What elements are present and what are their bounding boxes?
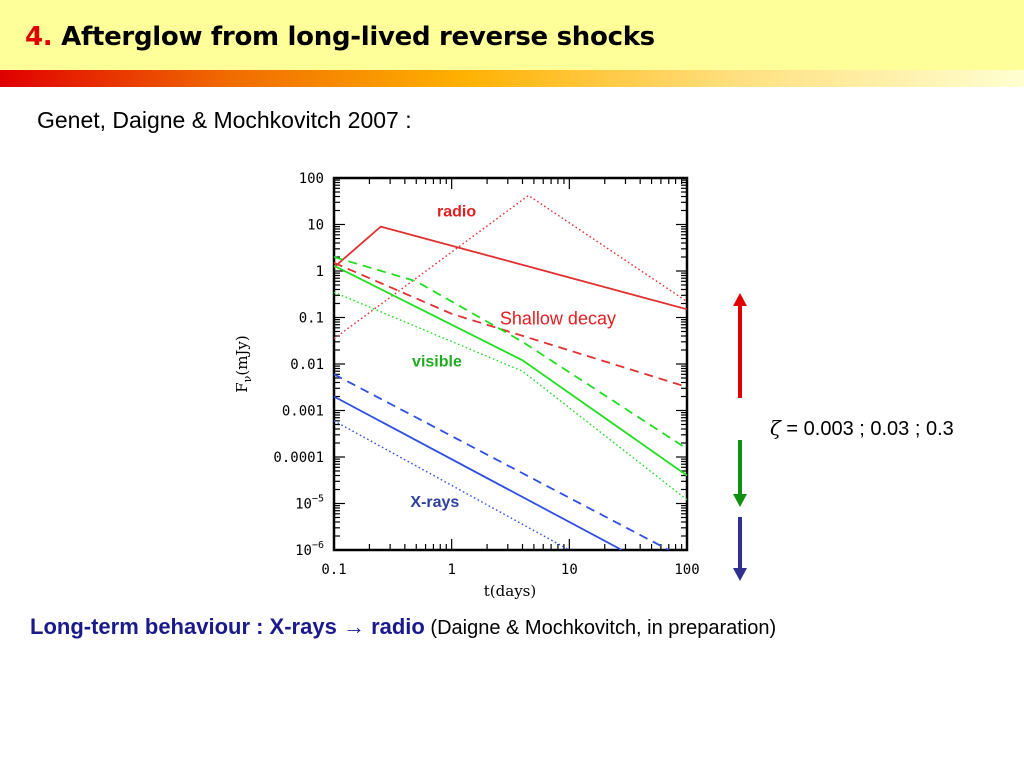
arrow-up-1	[733, 293, 747, 398]
annotation-radio: radio	[437, 203, 476, 220]
series-radio-dotted	[334, 194, 687, 340]
y-axis-label: Fν(mJy)	[233, 335, 254, 393]
series-group	[334, 194, 687, 550]
series-x-rays-dashed	[334, 373, 670, 550]
series-visible-solid	[334, 264, 687, 477]
annotation-x-rays: X-rays	[410, 494, 459, 511]
y-tick-label: 0.001	[282, 404, 324, 420]
annotations: radio Shallow decay visible X-rays	[410, 203, 616, 510]
caption-normal: (Daigne & Mochkovitch, in preparation)	[424, 617, 777, 639]
series-radio-dashed	[334, 261, 687, 388]
zeta-text: = 0.003 ; 0.03 ; 0.3	[780, 418, 954, 440]
y-tick-label: 10−5	[295, 494, 324, 513]
x-tick-label: 100	[674, 562, 699, 578]
caption-arrow: →	[342, 614, 365, 639]
y-tick-label: 0.0001	[273, 450, 324, 466]
annotation-shallow-decay: Shallow decay	[500, 309, 616, 329]
y-axis-label-unit: (mJy)	[233, 335, 251, 375]
zeta-values: ζ = 0.003 ; 0.03 ; 0.3	[770, 416, 954, 441]
zeta-symbol: ζ	[770, 416, 781, 440]
axis-ticks	[333, 178, 687, 551]
slide-title: 4. Afterglow from long-lived reverse sho…	[25, 22, 655, 52]
y-tick-label: 0.1	[299, 311, 324, 327]
caption-bold-1: Long-term behaviour : X-rays	[30, 614, 343, 639]
caption-bold-2: radio	[364, 614, 425, 639]
title-text: Afterglow from long-lived reverse shocks	[61, 22, 655, 52]
series-x-rays-dotted	[334, 420, 570, 550]
x-tick-label: 1	[447, 562, 455, 578]
x-tick-label: 10	[561, 562, 578, 578]
x-tick-label: 0.1	[321, 562, 346, 578]
series-visible-dashed	[334, 256, 687, 450]
title-number: 4.	[25, 22, 53, 52]
series-visible-dotted	[334, 291, 687, 501]
caption: Long-term behaviour : X-rays → radio (Da…	[30, 614, 776, 640]
x-axis-label: t(days)	[484, 582, 536, 600]
tick-labels: 0.1 1 10 100 100 10 1 0.1 0.01 0.001 0.0001 10−5 10−…	[273, 171, 699, 578]
series-x-rays-solid	[334, 395, 623, 550]
y-tick-label: 0.01	[290, 357, 324, 373]
y-tick-label: 100	[299, 171, 324, 187]
plot-frame	[332, 176, 689, 552]
series-radio-solid	[334, 225, 687, 311]
y-tick-label: 10−6	[295, 540, 324, 559]
citation: Genet, Daigne & Mochkovitch 2007 :	[37, 107, 412, 133]
title-band	[0, 0, 1024, 70]
zeta-arrows	[733, 293, 747, 581]
y-axis-label-sub: ν	[241, 375, 254, 382]
arrow-down-3	[733, 517, 747, 581]
title-rule	[0, 70, 1024, 87]
y-axis-label-main: F	[233, 382, 251, 392]
y-tick-label: 10	[307, 218, 324, 234]
y-tick-label: 1	[316, 264, 324, 280]
annotation-visible: visible	[412, 354, 462, 371]
arrow-down-2	[733, 440, 747, 507]
